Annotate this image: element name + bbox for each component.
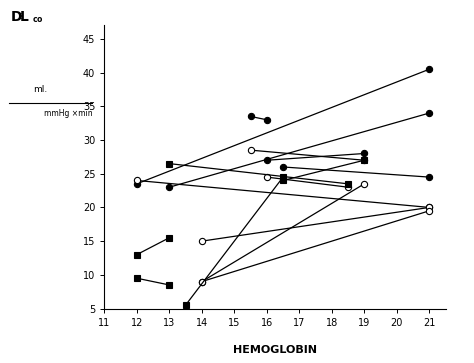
Text: mmHg ×min: mmHg ×min — [44, 109, 92, 118]
Text: $\mathbf{D\!L}$: $\mathbf{D\!L}$ — [10, 9, 30, 24]
Text: ml.: ml. — [33, 85, 47, 94]
Text: $_{\mathbf{co}}$: $_{\mathbf{co}}$ — [32, 15, 44, 25]
Text: HEMOGLOBIN: HEMOGLOBIN — [233, 345, 317, 355]
